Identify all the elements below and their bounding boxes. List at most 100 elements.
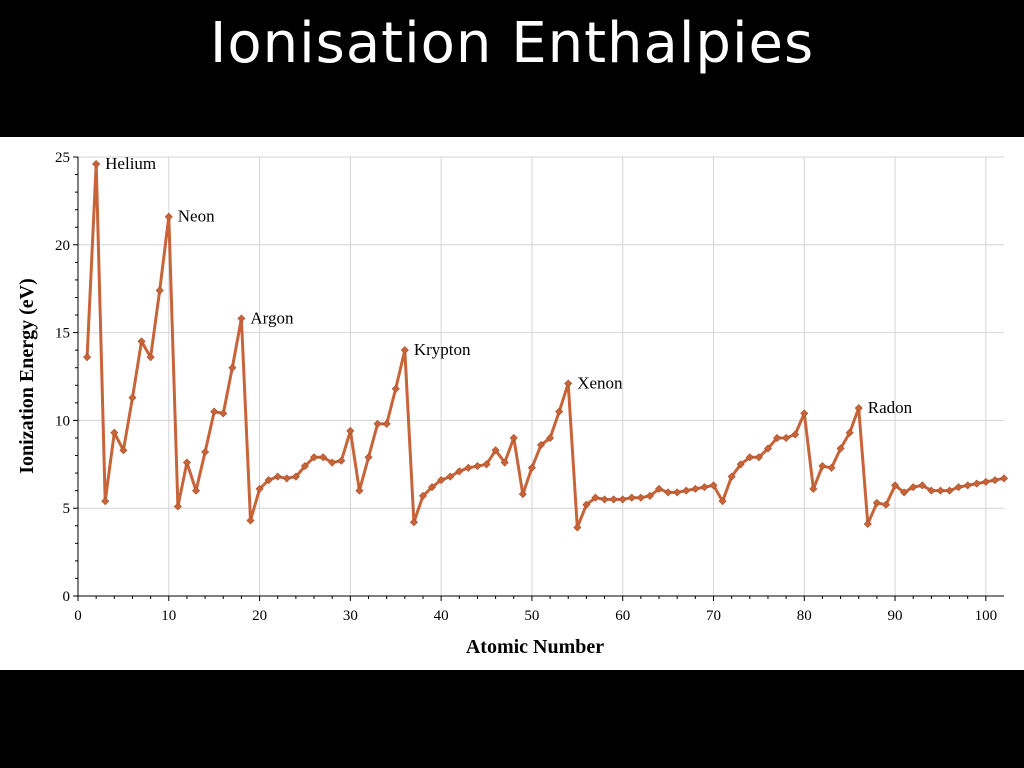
data-point	[954, 483, 963, 492]
data-point	[482, 460, 491, 469]
data-point	[981, 477, 990, 486]
data-point	[300, 462, 309, 471]
grid	[77, 156, 1004, 597]
data-point	[319, 453, 328, 462]
data-point	[246, 516, 255, 525]
data-point	[809, 484, 818, 493]
data-point	[373, 419, 382, 428]
data-point	[791, 430, 800, 439]
data-point	[155, 286, 164, 295]
data-point	[219, 409, 228, 418]
data-point	[527, 463, 536, 472]
x-tick-label: 40	[434, 608, 449, 624]
slide-title: Ionisation Enthalpies	[209, 11, 815, 76]
data-point	[464, 463, 473, 472]
data-point	[818, 462, 827, 471]
data-point	[418, 491, 428, 500]
data-point	[891, 481, 900, 490]
x-tick-label: 70	[706, 608, 721, 624]
x-tick-label: 80	[797, 608, 812, 624]
data-point	[682, 486, 691, 495]
y-tick-label: 20	[55, 238, 70, 254]
data-point	[346, 426, 355, 435]
data-point	[636, 493, 645, 502]
x-tick-label: 90	[888, 608, 903, 624]
data-point	[800, 409, 809, 418]
data-point	[936, 486, 945, 495]
x-tick-label: 30	[343, 608, 358, 624]
data-point	[101, 497, 110, 506]
data-point	[273, 472, 282, 481]
data-point	[700, 483, 709, 492]
data-point	[391, 384, 400, 393]
data-point	[918, 481, 927, 490]
data-point	[727, 472, 736, 481]
data-point	[400, 346, 409, 355]
annotations: Helium Neon Argon Krypton Xenon Radon	[105, 154, 912, 417]
data-point	[473, 462, 482, 471]
data-point	[582, 500, 591, 509]
data-point	[827, 463, 836, 472]
series-layer	[83, 159, 1009, 532]
data-point	[264, 476, 273, 485]
x-tick-label: 0	[74, 608, 82, 624]
data-point	[945, 486, 954, 495]
data-point	[291, 472, 300, 481]
data-point	[328, 458, 337, 467]
data-point	[536, 440, 546, 450]
data-point	[782, 433, 791, 442]
y-tick-label: 5	[63, 501, 71, 517]
data-point	[137, 337, 146, 346]
annotation-label: Neon	[178, 207, 215, 226]
x-axis-label: Atomic Number	[466, 636, 604, 658]
data-point	[754, 453, 763, 462]
data-point	[364, 453, 373, 462]
chart-panel: 0 10 20 30 40 50 60 70 80 90 100 0 5 10 15 20 25 Helium N…	[0, 137, 1024, 670]
annotation-label: Krypton	[414, 340, 471, 359]
data-point	[900, 488, 909, 497]
x-tick-label: 10	[161, 608, 176, 624]
data-point	[546, 433, 555, 442]
data-point	[627, 493, 636, 502]
data-point	[173, 502, 182, 511]
annotation-label: Radon	[868, 398, 913, 417]
data-point	[591, 493, 600, 502]
annotation-label: Argon	[250, 309, 294, 328]
data-point	[282, 474, 291, 483]
data-point	[237, 314, 246, 323]
data-point	[437, 476, 446, 485]
data-point	[673, 488, 682, 497]
data-point	[509, 433, 518, 442]
data-point	[745, 453, 754, 462]
data-point	[763, 444, 772, 453]
data-point	[927, 486, 936, 495]
data-point	[491, 446, 500, 455]
data-point	[310, 453, 319, 462]
y-tick-label: 0	[63, 589, 71, 605]
data-point	[909, 483, 918, 492]
data-point	[564, 379, 573, 388]
data-point	[618, 495, 627, 504]
data-point	[600, 495, 609, 504]
data-point	[654, 484, 664, 493]
data-point	[83, 353, 92, 362]
x-tick-label: 100	[975, 608, 998, 624]
data-point	[709, 481, 718, 490]
data-point	[355, 486, 364, 495]
data-point	[428, 483, 437, 492]
data-point	[92, 159, 101, 169]
axes: 0 10 20 30 40 50 60 70 80 90 100 0 5 10 15 20 25	[55, 150, 1004, 624]
ionization-energy-chart: 0 10 20 30 40 50 60 70 80 90 100 0 5 10 15 20 25 Helium N…	[16, 150, 1009, 658]
data-point	[182, 458, 191, 467]
data-point	[845, 428, 854, 437]
data-point	[990, 476, 999, 485]
annotation-label: Xenon	[577, 374, 623, 393]
data-point	[110, 428, 119, 437]
data-point	[409, 518, 418, 527]
data-point	[691, 484, 700, 493]
y-tick-label: 15	[55, 326, 70, 342]
data-point	[337, 456, 346, 465]
data-point	[664, 488, 673, 497]
data-point	[773, 433, 782, 442]
data-point	[718, 497, 727, 506]
